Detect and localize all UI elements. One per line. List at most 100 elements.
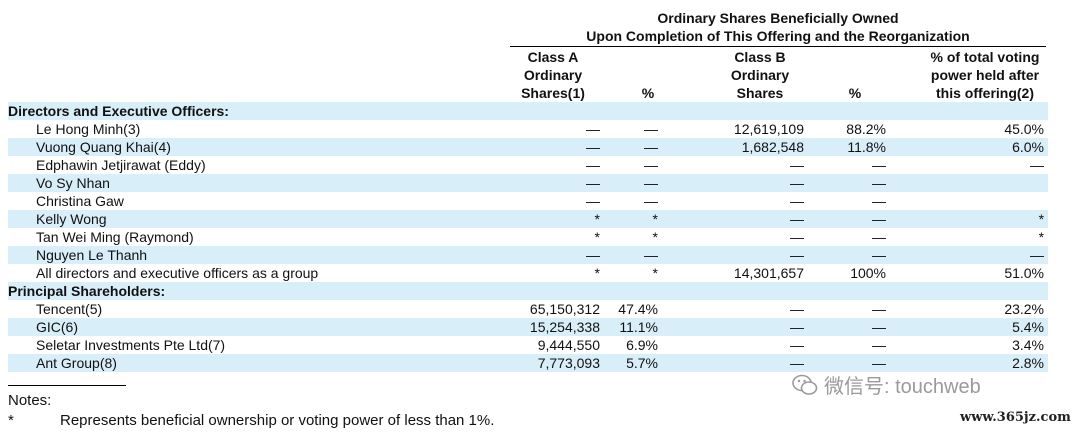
class-a-shares: 7,773,093 — [510, 354, 600, 372]
voting-pct: 45.0% — [1004, 121, 1045, 137]
voting-pct — [890, 174, 1049, 192]
holder-name: Ant Group(8) — [8, 354, 510, 372]
ownership-table: Directors and Executive Officers: Le Hon… — [8, 102, 1049, 372]
class-a-shares: — — [586, 121, 600, 137]
table-row: Seletar Investments Pte Ltd(7) 9,444,550… — [8, 336, 1048, 354]
class-a-pct: — — [644, 193, 658, 209]
voting-pct: — — [890, 246, 1049, 264]
column-header-class-b-pct: % — [832, 48, 878, 103]
holder-name: All directors and executive officers as … — [36, 265, 319, 281]
class-a-shares: 15,254,338 — [510, 318, 600, 336]
class-b-pct: — — [804, 354, 890, 372]
class-b-pct: — — [872, 301, 886, 317]
class-a-pct: * — [600, 210, 664, 228]
voting-pct: * — [1038, 229, 1045, 245]
note-text: Represents beneficial ownership or votin… — [60, 412, 495, 429]
class-b-shares: — — [790, 157, 804, 173]
class-a-pct: 47.4% — [618, 301, 658, 317]
class-b-shares: — — [664, 210, 804, 228]
class-a-shares: — — [510, 174, 600, 192]
table-row: Tan Wei Ming (Raymond) * * — — * — [8, 228, 1048, 246]
class-b-pct: 88.2% — [846, 121, 886, 137]
watermark-site: www.365jz.com — [960, 410, 1071, 425]
class-b-pct: — — [872, 229, 886, 245]
table-row: Vo Sy Nhan — — — — — [8, 174, 1049, 192]
column-header-class-b: Class B Ordinary Shares — [710, 48, 810, 103]
class-a-shares: — — [510, 138, 600, 156]
class-b-shares: 12,619,109 — [733, 121, 804, 137]
class-b-shares: — — [790, 229, 804, 245]
class-a-pct: — — [600, 138, 664, 156]
class-b-shares: — — [664, 174, 804, 192]
voting-pct: 2.8% — [890, 354, 1049, 372]
column-header-class-a: Class A Ordinary Shares(1) — [521, 49, 585, 103]
table-row: Ant Group(8) 7,773,093 5.7% — — 2.8% — [8, 354, 1049, 372]
class-b-shares: — — [790, 301, 804, 317]
class-a-shares: * — [594, 229, 600, 245]
class-a-shares: 65,150,312 — [529, 301, 600, 317]
class-b-pct: — — [872, 157, 886, 173]
table-row: Nguyen Le Thanh — — — — — — [8, 246, 1049, 264]
holder-name: Nguyen Le Thanh — [8, 246, 510, 264]
class-a-pct: 5.7% — [600, 354, 664, 372]
voting-pct: * — [890, 210, 1049, 228]
wechat-icon — [792, 374, 818, 395]
class-b-pct: 100% — [850, 265, 886, 281]
column-header-class-a-pct: % — [626, 48, 670, 103]
table-row: Christina Gaw — — — — — [8, 192, 1048, 210]
watermark-text: 微信号: touchweb — [824, 376, 981, 398]
class-a-pct: — — [644, 157, 658, 173]
table-row: Tencent(5) 65,150,312 47.4% — — 23.2% — [8, 300, 1048, 318]
class-a-pct: — — [600, 246, 664, 264]
class-a-shares: — — [586, 193, 600, 209]
voting-pct: — — [1030, 157, 1045, 173]
holder-name: Seletar Investments Pte Ltd(7) — [36, 337, 226, 353]
class-b-pct: — — [872, 337, 886, 353]
class-b-shares: 1,682,548 — [664, 138, 804, 156]
notes-title: Notes: — [8, 392, 52, 409]
class-a-shares: * — [510, 210, 600, 228]
header-title-line1: Ordinary Shares Beneficially Owned — [657, 10, 899, 26]
holder-name: GIC(6) — [8, 318, 510, 336]
holder-name: Tan Wei Ming (Raymond) — [36, 229, 194, 245]
class-b-pct: — — [804, 210, 890, 228]
table-row: All directors and executive officers as … — [8, 264, 1048, 282]
column-header-voting: % of total voting power held after this … — [930, 49, 1040, 103]
header-rule — [510, 46, 1046, 47]
class-a-shares: * — [594, 265, 600, 281]
header-title-line2: Upon Completion of This Offering and the… — [586, 28, 970, 44]
holder-name: Edphawin Jetjirawat (Eddy) — [36, 157, 206, 173]
class-b-shares: — — [790, 193, 804, 209]
class-a-pct: 6.9% — [626, 337, 658, 353]
class-a-shares: 9,444,550 — [537, 337, 600, 353]
class-a-pct: * — [652, 265, 658, 281]
holder-name: Kelly Wong — [8, 210, 510, 228]
section-label: Principal Shareholders: — [8, 282, 1049, 300]
voting-pct: 23.2% — [1004, 301, 1045, 317]
class-b-pct: 11.8% — [804, 138, 890, 156]
class-b-shares: — — [664, 354, 804, 372]
class-b-pct: — — [872, 193, 886, 209]
holder-name: Vuong Quang Khai(4) — [8, 138, 510, 156]
table-row-section: Directors and Executive Officers: — [8, 102, 1049, 120]
class-a-shares: — — [510, 246, 600, 264]
voting-pct: 5.4% — [890, 318, 1049, 336]
voting-pct: 3.4% — [1012, 337, 1045, 353]
watermark: 微信号: touchweb — [792, 370, 981, 399]
class-b-pct: — — [804, 174, 890, 192]
table-row: Edphawin Jetjirawat (Eddy) — — — — — — [8, 156, 1048, 174]
class-b-shares: — — [790, 337, 804, 353]
class-a-pct: — — [600, 174, 664, 192]
voting-pct: 6.0% — [890, 138, 1049, 156]
voting-pct: 51.0% — [1004, 265, 1045, 281]
class-a-pct: 11.1% — [600, 318, 664, 336]
table-row: Kelly Wong * * — — * — [8, 210, 1049, 228]
class-a-pct: * — [652, 229, 658, 245]
voting-pct — [890, 192, 1048, 210]
table-row: Le Hong Minh(3) — — 12,619,109 88.2% 45.… — [8, 120, 1048, 138]
holder-name: Le Hong Minh(3) — [36, 121, 141, 137]
class-b-shares: — — [664, 246, 804, 264]
class-b-shares: — — [664, 318, 804, 336]
class-b-pct: — — [804, 246, 890, 264]
note-marker: * — [8, 412, 14, 429]
